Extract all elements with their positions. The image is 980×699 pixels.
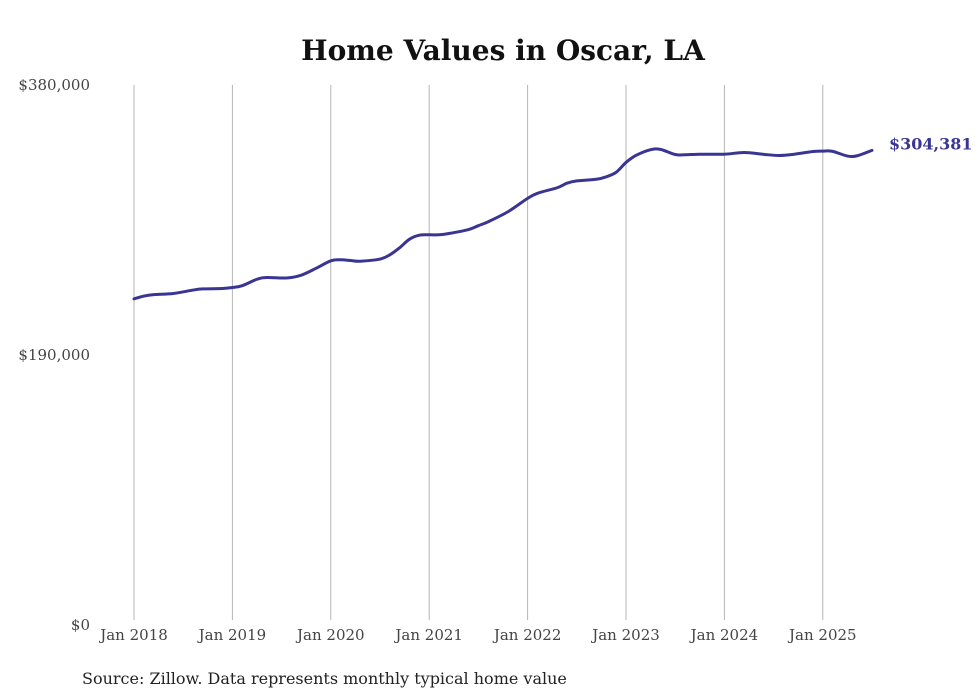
- x-tick-label: Jan 2023: [590, 626, 660, 644]
- x-tick-label: Jan 2025: [787, 626, 857, 644]
- x-tick-label: Jan 2021: [393, 626, 463, 644]
- source-note: Source: Zillow. Data represents monthly …: [82, 669, 567, 688]
- end-value-label: $304,381: [889, 134, 973, 153]
- x-tick-label: Jan 2024: [689, 626, 759, 644]
- y-axis-tick-labels: $0 $190,000 $380,000: [18, 76, 90, 634]
- y-tick-label: $0: [71, 616, 90, 634]
- x-tick-label: Jan 2020: [295, 626, 365, 644]
- grid-layer: [133, 85, 824, 620]
- series-line-0: [132, 147, 874, 301]
- x-tick-label: Jan 2019: [197, 626, 267, 644]
- x-axis-tick-labels: Jan 2018 Jan 2019 Jan 2020 Jan 2021 Jan 2022…: [98, 626, 856, 644]
- y-tick-label: $190,000: [18, 346, 90, 364]
- series-layer: $304,381: [132, 134, 973, 301]
- x-tick-label: Jan 2022: [492, 626, 562, 644]
- chart-title: Home Values in Oscar, LA: [301, 34, 706, 67]
- x-tick-label: Jan 2018: [98, 626, 168, 644]
- y-tick-label: $380,000: [18, 76, 90, 94]
